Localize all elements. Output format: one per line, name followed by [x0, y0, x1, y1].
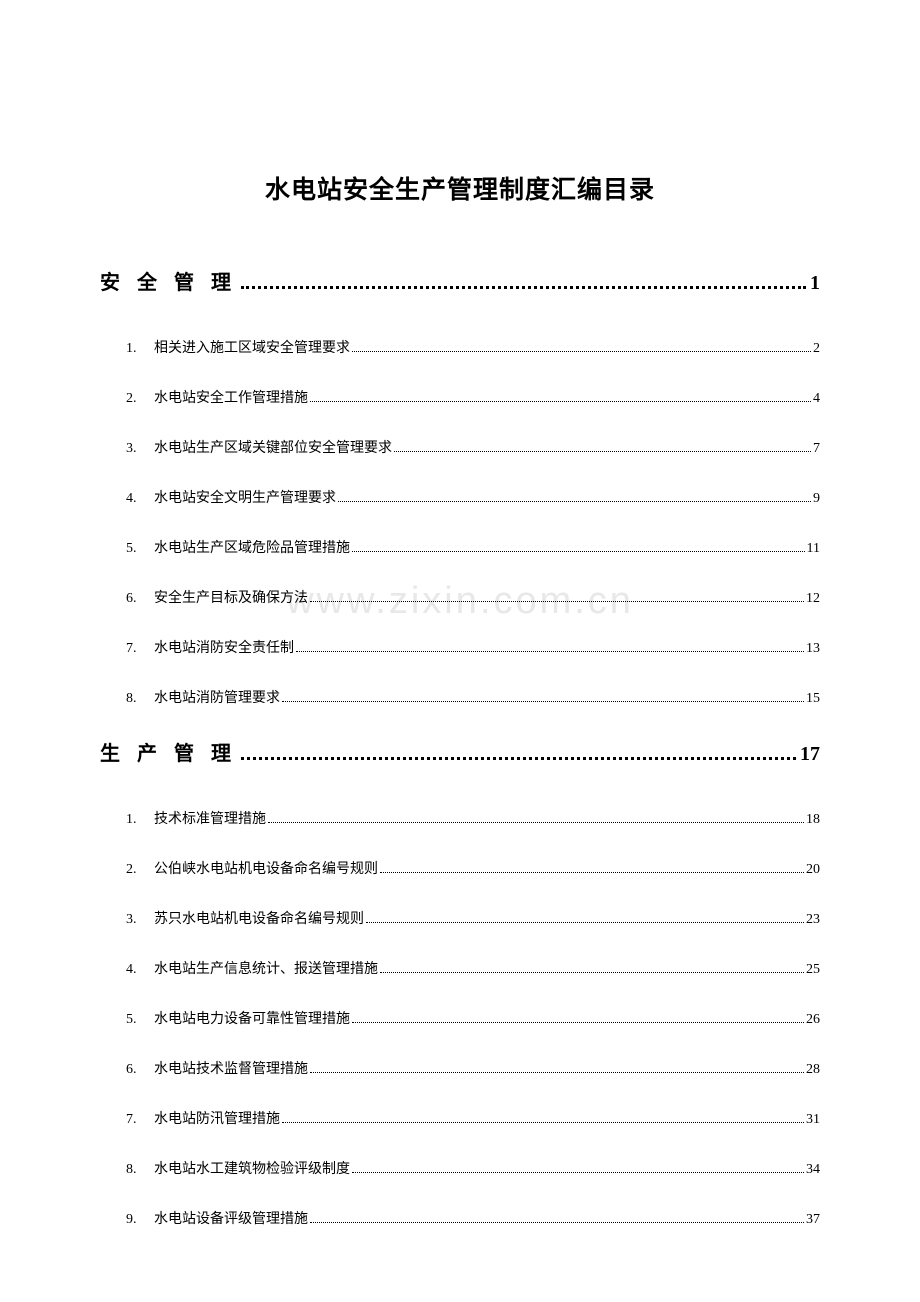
page-title: 水电站安全生产管理制度汇编目录 [100, 170, 820, 206]
entry-leader-dots [352, 1162, 804, 1173]
entry-title: 水电站水工建筑物检验评级制度 [154, 1158, 350, 1178]
section-title: 安 全 管 理 [100, 266, 237, 295]
entry-title: 水电站安全工作管理措施 [154, 387, 308, 407]
entry-number: 5. [126, 541, 154, 557]
entry-leader-dots [380, 862, 804, 873]
toc-entry: 6. 安全生产目标及确保方法 12 [126, 587, 820, 607]
entry-leader-dots [352, 1012, 804, 1023]
entry-page: 13 [806, 641, 820, 657]
entry-number: 7. [126, 1112, 154, 1128]
entry-leader-dots [296, 641, 804, 652]
section-title: 生 产 管 理 [100, 737, 237, 766]
entry-number: 3. [126, 912, 154, 928]
entry-number: 3. [126, 441, 154, 457]
toc-entry: 3. 苏只水电站机电设备命名编号规则 23 [126, 908, 820, 928]
entry-leader-dots [282, 691, 804, 702]
entry-title: 水电站设备评级管理措施 [154, 1208, 308, 1228]
entry-number: 5. [126, 1012, 154, 1028]
toc-entry: 1. 相关进入施工区域安全管理要求 2 [126, 337, 820, 357]
entry-number: 9. [126, 1212, 154, 1228]
entry-page: 18 [806, 812, 820, 828]
entry-leader-dots [310, 591, 804, 602]
entry-title: 安全生产目标及确保方法 [154, 587, 308, 607]
entry-number: 4. [126, 962, 154, 978]
entry-number: 1. [126, 812, 154, 828]
section-safety: 安 全 管 理 1 1. 相关进入施工区域安全管理要求 2 2. 水电站安全工作… [100, 266, 820, 707]
entry-page: 20 [806, 862, 820, 878]
entry-title: 相关进入施工区域安全管理要求 [154, 337, 350, 357]
entry-page: 37 [806, 1212, 820, 1228]
entry-page: 28 [806, 1062, 820, 1078]
toc-entry: 2. 水电站安全工作管理措施 4 [126, 387, 820, 407]
entry-page: 4 [813, 391, 820, 407]
entry-leader-dots [338, 491, 811, 502]
entry-page: 2 [813, 341, 820, 357]
toc-entry: 5. 水电站生产区域危险品管理措施 11 [126, 537, 820, 557]
section-heading-row: 生 产 管 理 17 [100, 737, 820, 766]
entry-number: 7. [126, 641, 154, 657]
entry-title: 水电站消防管理要求 [154, 687, 280, 707]
entry-number: 6. [126, 591, 154, 607]
toc-entry: 5. 水电站电力设备可靠性管理措施 26 [126, 1008, 820, 1028]
entry-title: 水电站生产区域危险品管理措施 [154, 537, 350, 557]
toc-entry: 7. 水电站消防安全责任制 13 [126, 637, 820, 657]
document-content: 水电站安全生产管理制度汇编目录 安 全 管 理 1 1. 相关进入施工区域安全管… [100, 170, 820, 1228]
entry-page: 23 [806, 912, 820, 928]
entry-number: 1. [126, 341, 154, 357]
entry-leader-dots [268, 812, 804, 823]
entry-title: 水电站安全文明生产管理要求 [154, 487, 336, 507]
entry-title: 水电站技术监督管理措施 [154, 1058, 308, 1078]
entry-leader-dots [352, 541, 805, 552]
entry-title: 水电站消防安全责任制 [154, 637, 294, 657]
entry-title: 公伯峡水电站机电设备命名编号规则 [154, 858, 378, 878]
toc-entry: 4. 水电站生产信息统计、报送管理措施 25 [126, 958, 820, 978]
toc-entry: 3. 水电站生产区域关键部位安全管理要求 7 [126, 437, 820, 457]
entry-title: 水电站生产信息统计、报送管理措施 [154, 958, 378, 978]
section-page: 17 [800, 743, 820, 766]
toc-entry: 2. 公伯峡水电站机电设备命名编号规则 20 [126, 858, 820, 878]
entry-page: 15 [806, 691, 820, 707]
toc-entry: 8. 水电站消防管理要求 15 [126, 687, 820, 707]
toc-entry: 8. 水电站水工建筑物检验评级制度 34 [126, 1158, 820, 1178]
entry-number: 6. [126, 1062, 154, 1078]
entry-leader-dots [310, 1212, 804, 1223]
toc-entry: 9. 水电站设备评级管理措施 37 [126, 1208, 820, 1228]
entry-number: 4. [126, 491, 154, 507]
entry-page: 31 [806, 1112, 820, 1128]
entry-page: 11 [807, 541, 820, 557]
entry-page: 9 [813, 491, 820, 507]
entry-leader-dots [282, 1112, 804, 1123]
toc-entry: 7. 水电站防汛管理措施 31 [126, 1108, 820, 1128]
toc-entry: 1. 技术标准管理措施 18 [126, 808, 820, 828]
section-page: 1 [810, 272, 820, 295]
section-leader-dots [241, 744, 796, 760]
entry-page: 26 [806, 1012, 820, 1028]
section-production: 生 产 管 理 17 1. 技术标准管理措施 18 2. 公伯峡水电站机电设备命… [100, 737, 820, 1228]
entry-leader-dots [352, 341, 811, 352]
entry-page: 25 [806, 962, 820, 978]
entry-title: 水电站电力设备可靠性管理措施 [154, 1008, 350, 1028]
entry-page: 34 [806, 1162, 820, 1178]
entry-title: 水电站防汛管理措施 [154, 1108, 280, 1128]
entry-title: 苏只水电站机电设备命名编号规则 [154, 908, 364, 928]
entry-leader-dots [380, 962, 804, 973]
entry-page: 7 [813, 441, 820, 457]
entry-number: 2. [126, 862, 154, 878]
entry-number: 2. [126, 391, 154, 407]
entry-title: 技术标准管理措施 [154, 808, 266, 828]
entry-number: 8. [126, 1162, 154, 1178]
entry-leader-dots [366, 912, 804, 923]
entry-title: 水电站生产区域关键部位安全管理要求 [154, 437, 392, 457]
entry-leader-dots [310, 1062, 804, 1073]
section-heading-row: 安 全 管 理 1 [100, 266, 820, 295]
entry-page: 12 [806, 591, 820, 607]
entry-number: 8. [126, 691, 154, 707]
entry-leader-dots [394, 441, 811, 452]
toc-entry: 6. 水电站技术监督管理措施 28 [126, 1058, 820, 1078]
toc-entry: 4. 水电站安全文明生产管理要求 9 [126, 487, 820, 507]
entry-leader-dots [310, 391, 811, 402]
section-leader-dots [241, 273, 806, 289]
